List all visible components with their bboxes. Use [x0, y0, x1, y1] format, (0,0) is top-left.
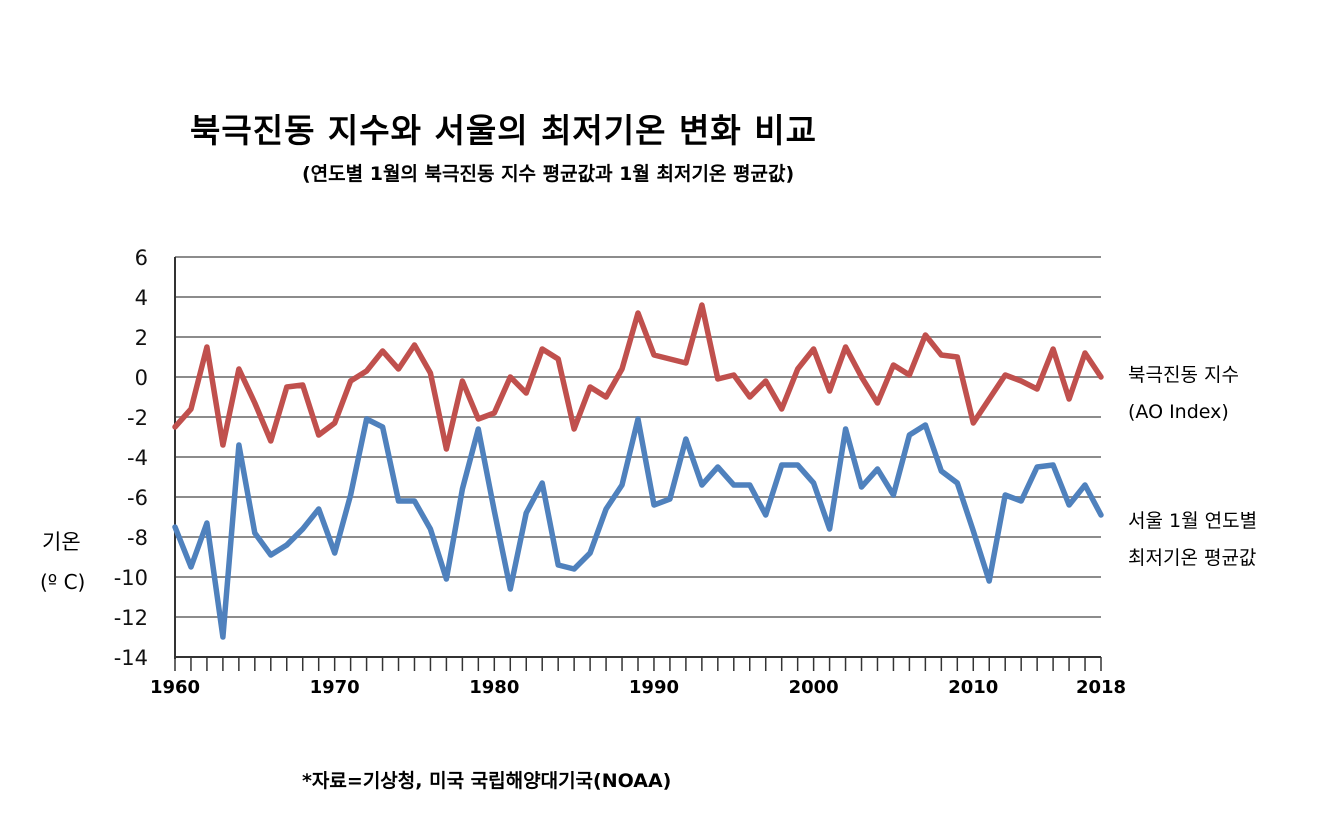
- x-tick-label: 1990: [629, 677, 679, 698]
- source-note: *자료=기상청, 미국 국립해양대기국(NOAA): [302, 770, 672, 792]
- y-tick-label: 0: [135, 366, 148, 390]
- chart-title: 북극진동 지수와 서울의 최저기온 변화 비교: [190, 111, 817, 150]
- y-tick-label: -8: [127, 526, 148, 550]
- legend-sublabel-2: 최저기온 평균값: [1128, 547, 1256, 569]
- x-tick-label: 2018: [1076, 677, 1126, 698]
- x-tick-label: 1980: [469, 677, 519, 698]
- y-tick-label: -10: [114, 566, 148, 590]
- y-tick-label: -4: [127, 446, 148, 470]
- series-line-2: [172, 416, 1104, 640]
- x-tick-label: 2000: [789, 677, 839, 698]
- y-axis-label: 기온: [42, 530, 81, 554]
- y-tick-label: 6: [135, 246, 148, 270]
- legend-sublabel-1: (AO Index): [1128, 401, 1229, 423]
- y-tick-label: -2: [127, 406, 148, 430]
- y-tick-label: 2: [135, 326, 148, 350]
- x-tick-label: 1970: [310, 677, 360, 698]
- y-tick-label: -6: [127, 486, 148, 510]
- series-line-1: [172, 302, 1104, 452]
- y-axis-unit: (º C): [40, 570, 85, 594]
- y-tick-label: 4: [135, 286, 148, 310]
- x-tick-label: 1960: [150, 677, 200, 698]
- y-tick-label: -14: [114, 646, 148, 670]
- legend-label-1: 북극진동 지수: [1128, 364, 1239, 386]
- x-tick-label: 2010: [948, 677, 998, 698]
- y-tick-label: -12: [114, 606, 148, 630]
- chart-subtitle: (연도별 1월의 북극진동 지수 평균값과 1월 최저기온 평균값): [302, 163, 795, 185]
- legend-label-2: 서울 1월 연도별: [1128, 510, 1257, 532]
